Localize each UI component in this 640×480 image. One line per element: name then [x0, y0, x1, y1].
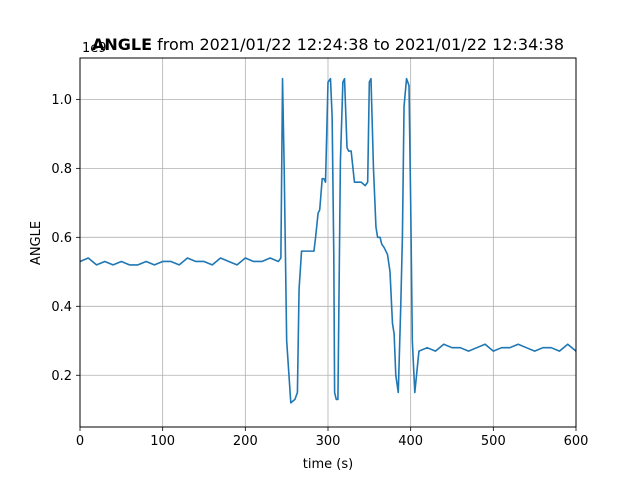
x-tick-label: 0 — [76, 434, 84, 449]
y-tick-label: 0.6 — [51, 231, 72, 246]
y-tick-label: 0.8 — [51, 162, 72, 177]
x-tick-label: 100 — [150, 434, 175, 449]
chart-title-rest: from 2021/01/22 12:24:38 to 2021/01/22 1… — [152, 35, 564, 54]
x-ticks: 0 100 200 300 400 500 600 — [76, 427, 589, 449]
y-offset-text: 1e9 — [82, 41, 107, 56]
x-tick-label: 300 — [316, 434, 341, 449]
series-line — [79, 77, 577, 404]
x-tick-label: 400 — [398, 434, 423, 449]
y-tick-label: 1.0 — [51, 93, 72, 108]
chart-title: ANGLE from 2021/01/22 12:24:38 to 2021/0… — [92, 35, 564, 54]
x-axis-label: time (s) — [303, 457, 353, 472]
chart-title-bold: ANGLE — [92, 35, 152, 54]
y-ticks: 0.2 0.4 0.6 0.8 1.0 — [51, 93, 80, 384]
x-tick-label: 600 — [564, 434, 589, 449]
x-tick-label: 500 — [481, 434, 506, 449]
y-tick-label: 0.4 — [51, 300, 72, 315]
y-tick-label: 0.2 — [51, 369, 72, 384]
plot-area — [79, 77, 577, 404]
x-tick-label: 200 — [233, 434, 258, 449]
y-axis-label: ANGLE — [29, 221, 44, 265]
